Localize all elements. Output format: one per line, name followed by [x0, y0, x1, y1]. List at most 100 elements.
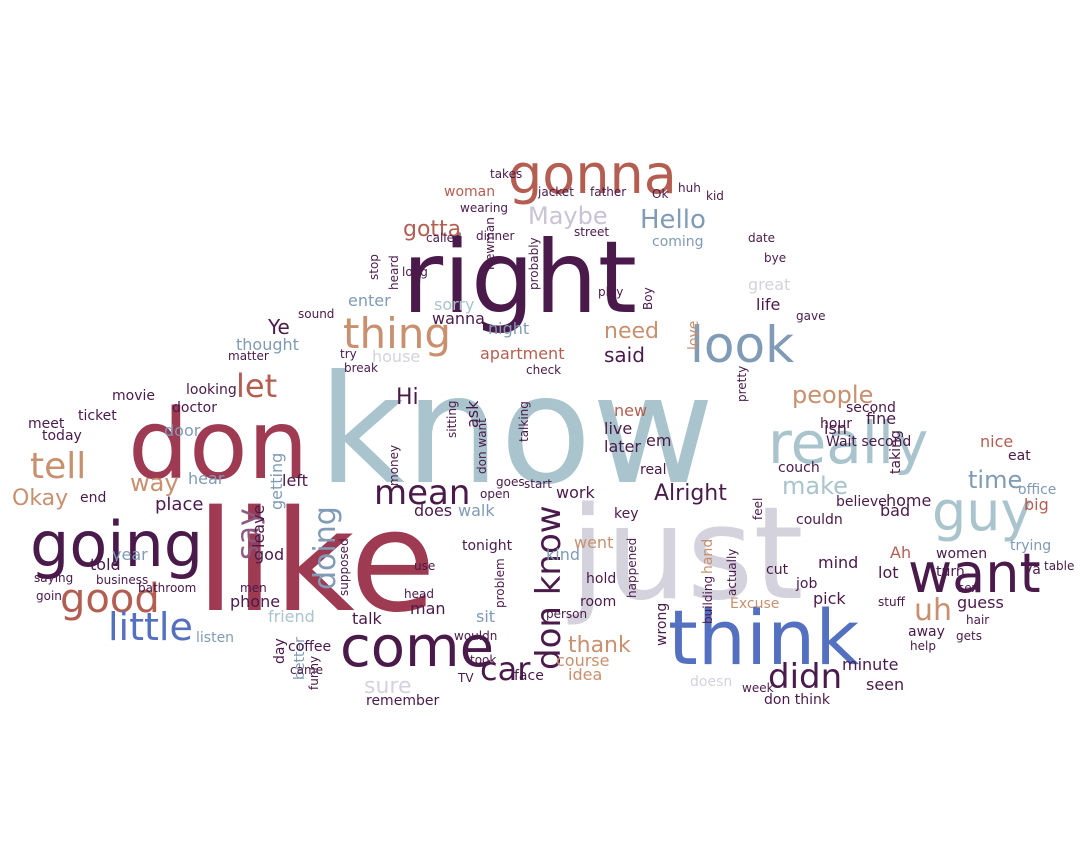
word-say: say	[231, 508, 266, 560]
word-really: really	[768, 409, 928, 477]
word-sitting: sitting	[445, 400, 459, 438]
word-took: took	[470, 653, 496, 667]
word-problem: problem	[493, 558, 507, 608]
word-maybe: Maybe	[528, 202, 608, 230]
word-walk: walk	[458, 501, 495, 520]
word-use: use	[414, 559, 435, 573]
word-course: course	[556, 651, 609, 670]
word-okay: Okay	[12, 486, 68, 511]
word-father: father	[590, 185, 626, 199]
word-later: later	[604, 437, 641, 456]
word-work: work	[556, 483, 595, 502]
word-stop: stop	[367, 254, 381, 280]
word-look: look	[690, 316, 794, 374]
word-wanna: wanna	[432, 309, 485, 328]
word-excuse: Excuse	[730, 596, 779, 612]
word-pick: pick	[813, 589, 846, 608]
word-thought: thought	[236, 335, 299, 354]
word-table: table	[1044, 559, 1074, 573]
word-hear: hear	[188, 469, 225, 488]
word-time: time	[968, 466, 1022, 494]
word-door: door	[164, 421, 201, 440]
word-check: check	[526, 363, 561, 377]
word-like: like	[196, 481, 436, 644]
word-break: break	[344, 361, 378, 375]
word-house: house	[372, 347, 420, 366]
word-hair: hair	[966, 613, 989, 627]
word-called: called	[426, 231, 462, 245]
word-said: said	[604, 343, 645, 367]
word-ticket: ticket	[78, 408, 117, 424]
word-sound: sound	[298, 307, 334, 321]
word-second: second	[846, 400, 896, 416]
word-ah: Ah	[890, 543, 911, 562]
word-women: women	[936, 546, 987, 562]
word-coming: coming	[652, 234, 704, 250]
word-eat: eat	[1008, 448, 1031, 464]
word-man: man	[410, 599, 446, 618]
word-remember: remember	[366, 693, 439, 709]
word-uh: uh	[914, 593, 952, 628]
word-way: way	[130, 469, 179, 497]
word-mean: mean	[374, 473, 470, 513]
word-street: street	[574, 225, 609, 239]
word-kind: kind	[546, 545, 580, 564]
word-hand: hand	[700, 539, 716, 574]
word-tell: tell	[30, 446, 86, 487]
word-business: business	[96, 573, 148, 587]
word-life: life	[756, 295, 780, 314]
word-listen: listen	[196, 630, 234, 646]
word-leave: leave	[249, 505, 268, 548]
word-today: today	[42, 428, 82, 444]
word-sit: sit	[476, 607, 495, 626]
word-meet: meet	[28, 416, 65, 432]
word-start: start	[524, 477, 552, 491]
word-isn: isn	[824, 419, 847, 438]
word-newman: Newman	[483, 217, 497, 270]
word-live: live	[604, 419, 632, 438]
word-home: home	[886, 491, 931, 510]
word-talk: talk	[352, 609, 383, 628]
word-boy: Boy	[641, 287, 655, 310]
word-happened: happened	[625, 538, 639, 598]
word-pretty: pretty	[735, 366, 749, 402]
word-come: come	[340, 615, 494, 680]
word-love: love	[686, 321, 702, 350]
word-funny: funny	[307, 656, 321, 690]
word-want: want	[908, 542, 1041, 605]
word-let: let	[236, 367, 277, 405]
word-key: key	[614, 506, 639, 522]
word-woman: woman	[444, 184, 495, 200]
word-don-want: don want	[475, 418, 489, 474]
word-guy: guy	[932, 480, 1032, 543]
word-head: head	[404, 587, 434, 601]
word-movie: movie	[112, 388, 155, 404]
word-ya: ya	[1024, 562, 1041, 578]
word-told: told	[90, 555, 121, 574]
word-friend: friend	[268, 607, 315, 626]
word-does: does	[414, 501, 452, 520]
word-minute: minute	[842, 655, 898, 674]
word-feel: feel	[751, 498, 765, 520]
word-believe: believe	[836, 494, 887, 510]
word-men: men	[240, 581, 267, 595]
word-try: try	[340, 347, 357, 361]
word-don-think: don think	[764, 692, 831, 708]
word-lot: lot	[878, 563, 899, 582]
word-couldn: couldn	[796, 512, 843, 528]
word-gotta: gotta	[403, 217, 461, 242]
word-talking: talking	[517, 401, 531, 442]
word-little: little	[108, 605, 193, 649]
word-hour: hour	[820, 416, 852, 432]
word-alright: Alright	[654, 481, 727, 506]
word-saying: saying	[34, 571, 73, 585]
word-away: away	[908, 624, 945, 640]
word-came: came	[290, 663, 323, 677]
word-help: help	[910, 639, 936, 653]
word-taking: taking	[888, 430, 904, 474]
word-hi: Hi	[396, 385, 419, 410]
word-think: think	[668, 593, 859, 682]
word-wait-second: Wait second	[826, 434, 911, 450]
word-hold: hold	[586, 571, 616, 587]
